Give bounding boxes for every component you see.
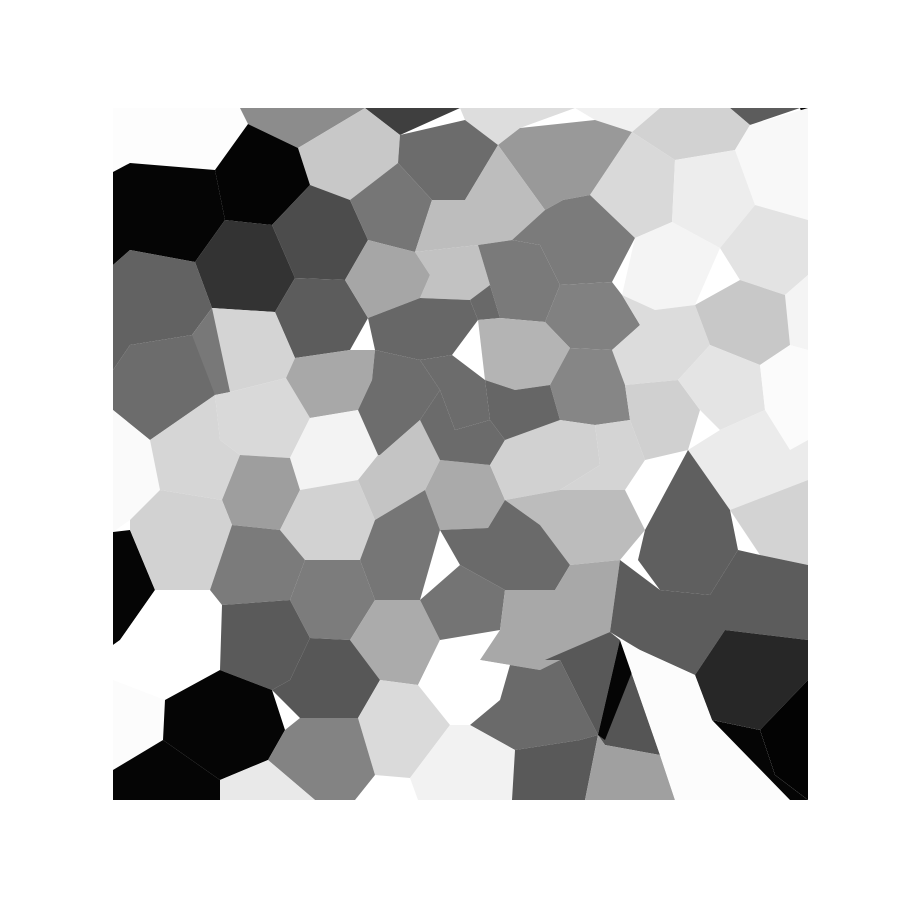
mosaic-cell	[610, 550, 808, 675]
mosaic-cell	[368, 298, 478, 360]
mosaic-cell	[478, 240, 560, 322]
mosaic-cell	[590, 132, 675, 238]
mosaic-cell	[240, 108, 365, 148]
mosaic-cell	[622, 222, 720, 310]
mosaic-cell	[638, 450, 738, 595]
mosaic-cell	[735, 108, 808, 220]
mosaic-cell	[215, 124, 310, 225]
mosaic-cell	[688, 410, 808, 510]
mosaic-cell	[113, 410, 160, 532]
mosaic-cell	[150, 395, 240, 500]
mosaic-cell	[678, 345, 765, 430]
mosaic-cell	[575, 108, 660, 132]
mosaic-cell	[350, 600, 440, 685]
mosaic-cell	[298, 108, 400, 200]
mosaic-cell	[490, 420, 600, 500]
mosaic-cell	[785, 275, 808, 350]
mosaic-cell	[730, 480, 808, 565]
mosaic-cell	[358, 350, 440, 455]
mosaic-cell	[410, 725, 515, 800]
mosaic-cell	[672, 150, 755, 248]
mosaic-cell	[498, 120, 632, 210]
mosaic-cell	[512, 735, 598, 800]
mosaic-cell	[720, 205, 808, 295]
mosaic-cell	[350, 163, 432, 252]
mosaic-cell	[286, 350, 375, 418]
mosaic-cell	[545, 632, 620, 735]
mosaic-cell	[280, 480, 375, 560]
mosaic-cell	[420, 390, 505, 465]
mosaic-cell	[695, 630, 808, 730]
mosaic-cell	[760, 680, 808, 800]
mosaic-cell	[545, 282, 640, 350]
mosaic-cell	[425, 460, 505, 530]
mosaic-cell	[418, 640, 510, 725]
mosaic-cell	[478, 318, 570, 390]
mosaic-cell	[505, 490, 645, 565]
mosaic-cell	[760, 345, 808, 450]
mosaic-cell	[360, 490, 440, 600]
mosaic-cell	[130, 490, 232, 590]
mosaic-cell	[345, 240, 430, 318]
mosaic-cell	[113, 250, 212, 370]
mosaic-cell	[365, 108, 460, 135]
mosaic-cells	[113, 108, 808, 800]
mosaic-cell	[485, 380, 560, 440]
mosaic-cell	[415, 245, 490, 300]
mosaic-cell	[220, 760, 315, 800]
mosaic-cell	[272, 638, 380, 718]
mosaic-cell	[712, 720, 808, 800]
mosaic-cell	[222, 455, 300, 530]
mosaic-cell	[460, 108, 575, 145]
mosaic-cell	[695, 280, 790, 365]
mosaic-cell	[398, 120, 498, 200]
mosaic-cell	[612, 295, 710, 385]
mosaic-cell	[113, 680, 165, 770]
mosaic-cell	[113, 108, 248, 172]
mosaic-cell	[730, 108, 800, 125]
mosaic-cell	[480, 560, 620, 670]
mosaic-cell	[560, 420, 645, 490]
mosaic-cell	[272, 185, 368, 280]
mosaic-cell	[358, 680, 450, 778]
mosaic-cell	[195, 220, 295, 312]
mosaic-cell	[415, 145, 545, 252]
mosaic-cell	[290, 560, 375, 640]
mosaic-cell	[220, 600, 310, 690]
mosaic-cell	[290, 410, 378, 490]
mosaic-cell	[470, 285, 500, 320]
mosaic-cell	[470, 660, 598, 750]
mosaic-cell	[275, 278, 368, 358]
mosaic-cell	[268, 718, 375, 800]
mosaic-cell	[585, 735, 675, 800]
mosaic-cell	[113, 740, 220, 800]
mosaic-cell	[512, 195, 635, 285]
mosaic-cell	[632, 108, 750, 160]
mosaic-cell	[625, 380, 700, 460]
mosaic-cell	[420, 355, 490, 430]
mosaic-cell	[420, 565, 505, 640]
mosaic-cell	[215, 378, 310, 458]
mosaic-cell	[113, 590, 222, 700]
mosaic-cell	[210, 525, 305, 605]
mosaic-cell	[440, 500, 570, 590]
mosaic-cell	[192, 308, 230, 395]
mosaic-cell	[358, 420, 440, 520]
mosaic-cell	[598, 640, 632, 740]
mosaic-cell	[163, 670, 285, 780]
mosaic-cell	[113, 530, 155, 645]
mosaic-cell	[113, 163, 225, 265]
mosaic-cell	[550, 348, 630, 425]
mosaic-cell	[113, 335, 215, 440]
